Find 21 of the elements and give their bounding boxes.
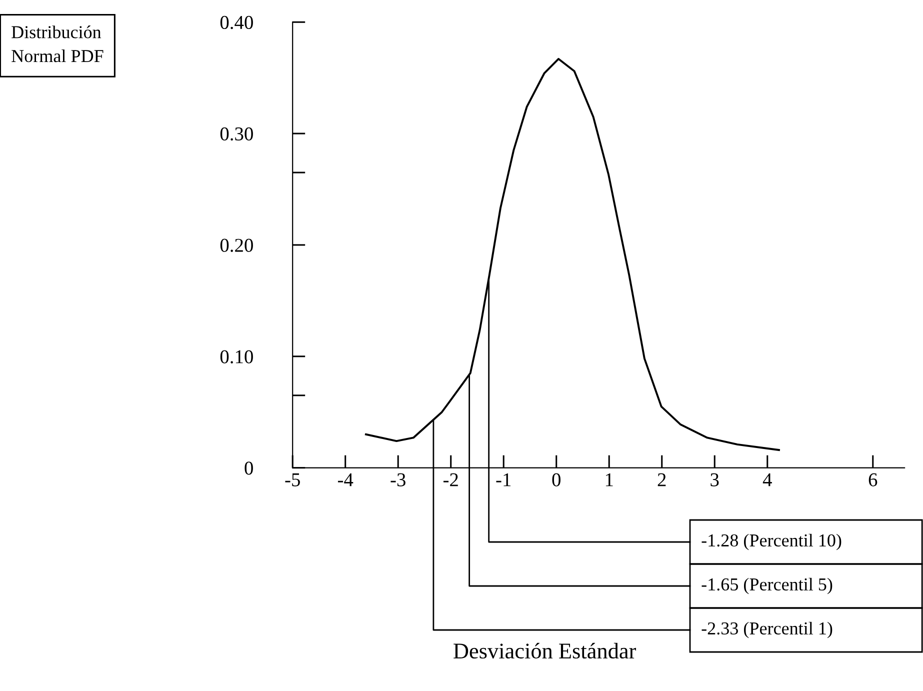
- x-tick-label: 1: [606, 473, 613, 486]
- x-tick-label: -2: [443, 473, 458, 486]
- x-tick-label: -4: [338, 473, 354, 486]
- y-tick-label: 0: [244, 462, 253, 475]
- x-tick-label: -1: [496, 473, 511, 486]
- x-tick-label: 3: [710, 473, 719, 486]
- y-tick-label: 0.40: [220, 16, 253, 30]
- x-tick-label: 4: [762, 473, 772, 486]
- y-tick-label: 0.10: [220, 350, 253, 364]
- x-tick-label: 0: [552, 473, 560, 486]
- x-tick-label: -5: [285, 473, 300, 486]
- y-tick-label: 0.30: [220, 127, 253, 141]
- text: Distribución Normal PDF: [12, 26, 104, 62]
- x-tick-label: -3: [390, 473, 406, 486]
- ref-line-label: -1.28 (Percentil 10): [702, 534, 842, 550]
- text: Desviación Estándar: [454, 642, 636, 659]
- x-tick-label: 2: [658, 473, 666, 486]
- x-tick-label: 6: [868, 473, 878, 486]
- ref-line-label: -1.65 (Percentil 5): [702, 578, 832, 594]
- ref-line-label: -2.33 (Percentil 1): [702, 622, 832, 638]
- y-tick-label: 0.20: [220, 238, 253, 252]
